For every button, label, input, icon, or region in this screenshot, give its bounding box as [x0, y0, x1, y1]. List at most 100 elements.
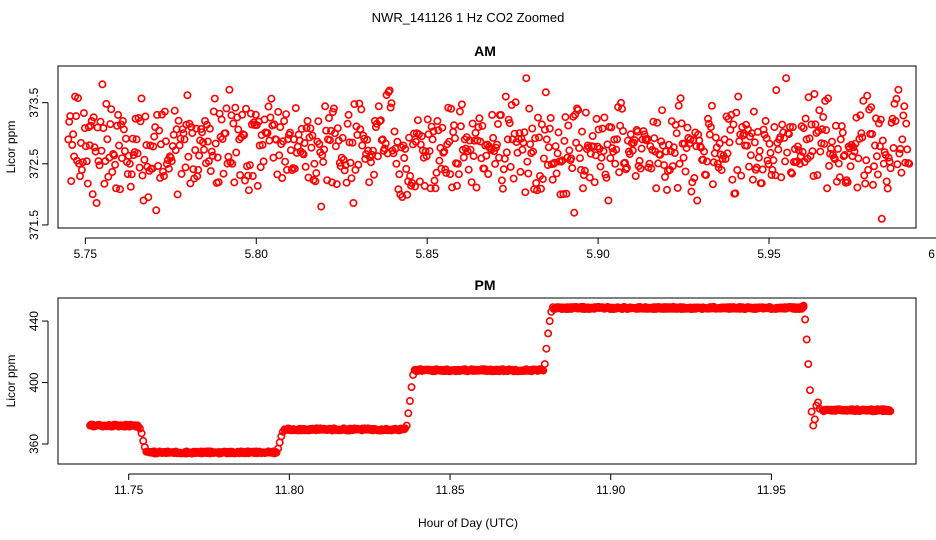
data-point	[533, 113, 542, 122]
data-point	[389, 149, 398, 158]
data-point	[332, 180, 341, 189]
am-plot-frame	[57, 65, 917, 229]
data-point	[144, 193, 153, 202]
data-point	[413, 116, 422, 125]
am-y-tick-label: 372.5	[27, 148, 41, 178]
data-point	[680, 139, 689, 148]
data-point	[136, 117, 145, 126]
pm-title: PM	[475, 277, 496, 293]
data-point	[405, 133, 414, 142]
data-point	[602, 173, 611, 182]
data-point	[833, 144, 842, 153]
data-point	[711, 133, 720, 142]
data-point	[703, 114, 712, 123]
data-point	[846, 162, 855, 171]
data-point	[99, 124, 108, 133]
data-point	[787, 169, 796, 178]
data-point	[246, 109, 255, 118]
data-point	[344, 110, 353, 119]
data-point	[593, 142, 602, 151]
data-point	[95, 161, 104, 170]
data-point	[637, 144, 646, 153]
data-point	[523, 157, 532, 166]
data-point	[345, 138, 354, 147]
data-point	[586, 149, 595, 158]
data-point	[532, 179, 541, 188]
data-point	[545, 317, 554, 326]
data-point	[191, 146, 200, 155]
data-point	[783, 148, 792, 157]
data-point	[450, 134, 459, 143]
data-point	[116, 185, 125, 194]
data-point	[562, 189, 571, 198]
data-point	[175, 141, 184, 150]
data-point	[799, 301, 808, 310]
data-point	[160, 107, 169, 116]
data-point	[244, 171, 253, 180]
data-point	[428, 135, 437, 144]
data-point	[336, 162, 345, 171]
data-point	[88, 190, 97, 199]
data-point	[713, 159, 722, 168]
data-point	[220, 129, 229, 138]
data-point	[746, 151, 755, 160]
data-point	[493, 120, 502, 129]
data-point	[564, 121, 573, 130]
data-point	[266, 113, 275, 122]
data-point	[636, 164, 645, 173]
data-point	[547, 307, 556, 316]
data-point	[792, 157, 801, 166]
data-point	[291, 104, 300, 113]
data-point	[311, 177, 320, 186]
data-point	[675, 159, 684, 168]
am-x-tick-label: 5.75	[74, 247, 98, 261]
data-point	[742, 141, 751, 150]
pm-y-tick-label: 440	[27, 311, 41, 331]
data-point	[596, 162, 605, 171]
data-point	[828, 151, 837, 160]
data-point	[263, 129, 272, 138]
data-point	[863, 91, 872, 100]
data-point	[350, 100, 359, 109]
am-title: AM	[474, 43, 496, 59]
data-point	[365, 178, 374, 187]
data-point	[811, 120, 820, 129]
data-point	[338, 133, 347, 142]
data-point	[449, 121, 458, 130]
data-point	[465, 136, 474, 145]
data-point	[856, 111, 865, 120]
data-point	[79, 109, 88, 118]
data-point	[577, 127, 586, 136]
data-point	[133, 149, 142, 158]
data-point	[543, 161, 552, 170]
data-point	[324, 114, 333, 123]
data-point	[69, 130, 78, 139]
data-point	[478, 121, 487, 130]
data-point	[210, 94, 219, 103]
data-point	[892, 94, 901, 103]
data-point	[823, 184, 832, 193]
data-point	[725, 138, 734, 147]
data-point	[780, 133, 789, 142]
data-point	[501, 92, 510, 101]
data-point	[548, 175, 557, 184]
data-point	[480, 164, 489, 173]
data-point	[854, 154, 863, 163]
data-point	[869, 162, 878, 171]
data-point	[86, 121, 95, 130]
data-point	[503, 135, 512, 144]
data-point	[528, 124, 537, 133]
data-point	[457, 100, 466, 109]
data-point	[403, 190, 412, 199]
data-point	[427, 122, 436, 131]
data-point	[499, 165, 508, 174]
data-point	[301, 162, 310, 171]
data-point	[329, 104, 338, 113]
data-point	[676, 94, 685, 103]
data-point	[815, 404, 824, 413]
data-point	[516, 167, 525, 176]
data-point	[177, 169, 186, 178]
data-point	[805, 386, 814, 395]
data-point	[96, 117, 105, 126]
data-point	[114, 110, 123, 119]
